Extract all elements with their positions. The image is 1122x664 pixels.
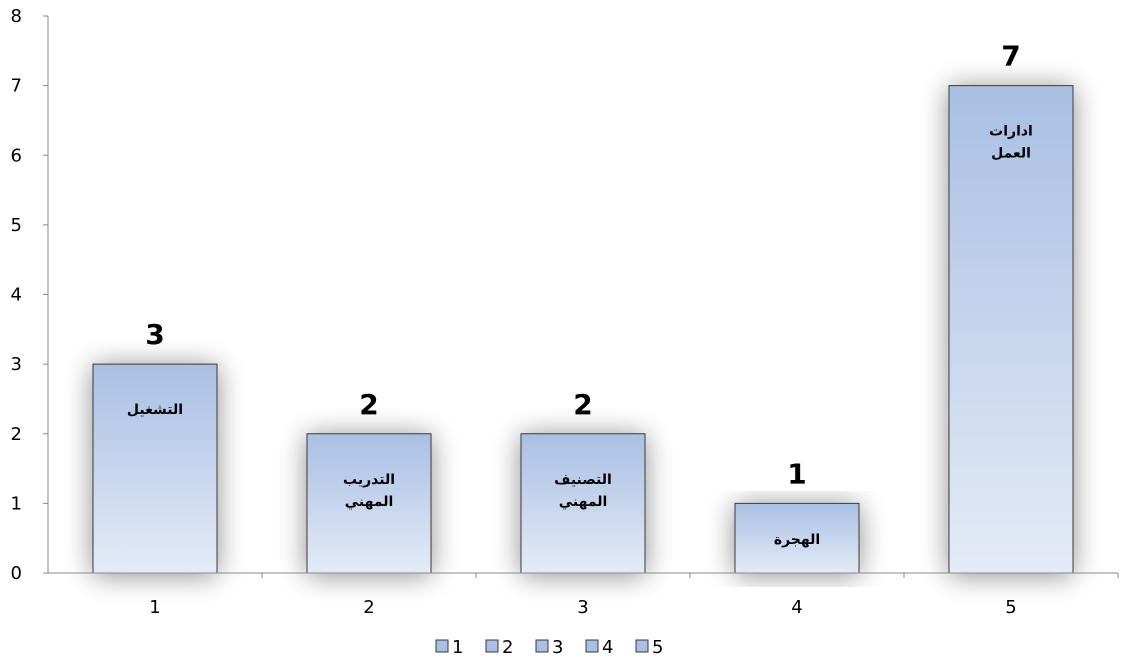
bar-label: الهجرة xyxy=(774,532,820,548)
bar-label: المهني xyxy=(345,494,394,510)
bar xyxy=(306,433,432,574)
bar-label: التصنيف xyxy=(554,472,612,488)
value-label: 3 xyxy=(145,318,164,351)
y-tick-label: 3 xyxy=(11,354,22,375)
bar xyxy=(520,433,646,574)
value-label: 7 xyxy=(1001,40,1020,73)
y-axis: 0 1 2 3 4 5 6 7 8 xyxy=(11,6,49,584)
x-axis: 1 2 3 4 5 xyxy=(48,572,1119,618)
x-tick-label: 3 xyxy=(577,597,588,618)
legend-label: 4 xyxy=(602,637,613,658)
x-tick-label: 2 xyxy=(363,597,374,618)
y-tick-label: 2 xyxy=(11,424,22,445)
y-tick-label: 8 xyxy=(11,6,22,27)
y-tick-label: 6 xyxy=(11,145,22,166)
bar-label: العمل xyxy=(991,146,1031,162)
legend-swatch xyxy=(485,639,499,653)
bar-label: التدريب xyxy=(343,472,395,488)
value-label: 2 xyxy=(573,388,592,421)
y-tick-label: 1 xyxy=(11,493,22,514)
x-tick-label: 1 xyxy=(149,597,160,618)
y-tick-label: 0 xyxy=(11,563,22,584)
legend-label: 2 xyxy=(502,637,513,658)
bar-label: التشغيل xyxy=(127,402,183,418)
bars: 3 التشغيل 2 التدريب المهني 2 التصنيف المهني 1 اله… xyxy=(92,40,1074,574)
legend-swatch xyxy=(435,639,449,653)
x-tick-label: 5 xyxy=(1005,597,1016,618)
value-label: 2 xyxy=(359,388,378,421)
legend-label: 3 xyxy=(552,637,563,658)
bar-label: المهني xyxy=(559,494,608,510)
y-tick-label: 4 xyxy=(11,285,22,306)
legend-label: 1 xyxy=(452,637,463,658)
y-tick-label: 7 xyxy=(11,76,22,97)
legend-label: 5 xyxy=(652,637,663,658)
legend-swatch xyxy=(635,639,649,653)
legend-swatch xyxy=(585,639,599,653)
bar xyxy=(92,363,218,574)
x-tick-label: 4 xyxy=(791,597,802,618)
bar xyxy=(948,85,1074,574)
y-tick-label: 5 xyxy=(11,215,22,236)
legend-swatch xyxy=(535,639,549,653)
legend: 1 2 3 4 5 xyxy=(435,637,663,658)
value-label: 1 xyxy=(787,457,806,490)
bar-label: ادارات xyxy=(989,124,1033,140)
